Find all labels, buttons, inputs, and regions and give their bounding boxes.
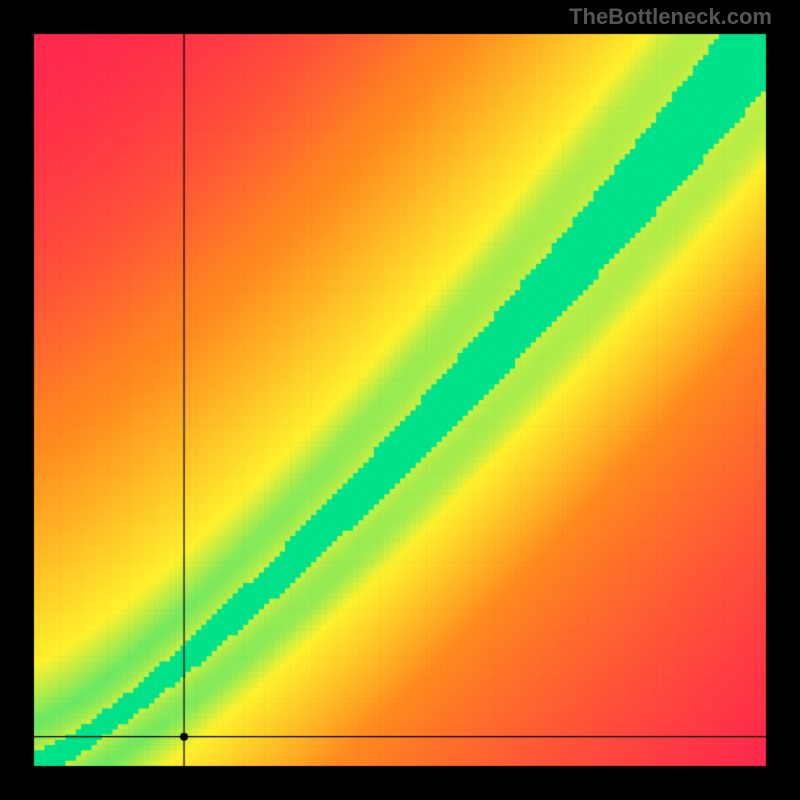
bottleneck-heatmap <box>0 0 800 800</box>
chart-container: TheBottleneck.com <box>0 0 800 800</box>
attribution-label: TheBottleneck.com <box>569 4 772 30</box>
